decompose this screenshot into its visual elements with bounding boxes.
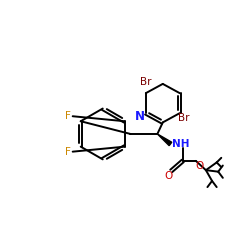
Text: NH: NH bbox=[172, 139, 189, 149]
Text: O: O bbox=[196, 161, 204, 171]
Text: N: N bbox=[135, 110, 145, 123]
Polygon shape bbox=[158, 134, 172, 146]
Text: F: F bbox=[65, 147, 71, 157]
Text: Br: Br bbox=[140, 77, 151, 87]
Text: F: F bbox=[65, 111, 71, 121]
Text: Br: Br bbox=[178, 113, 189, 123]
Text: O: O bbox=[164, 171, 172, 181]
